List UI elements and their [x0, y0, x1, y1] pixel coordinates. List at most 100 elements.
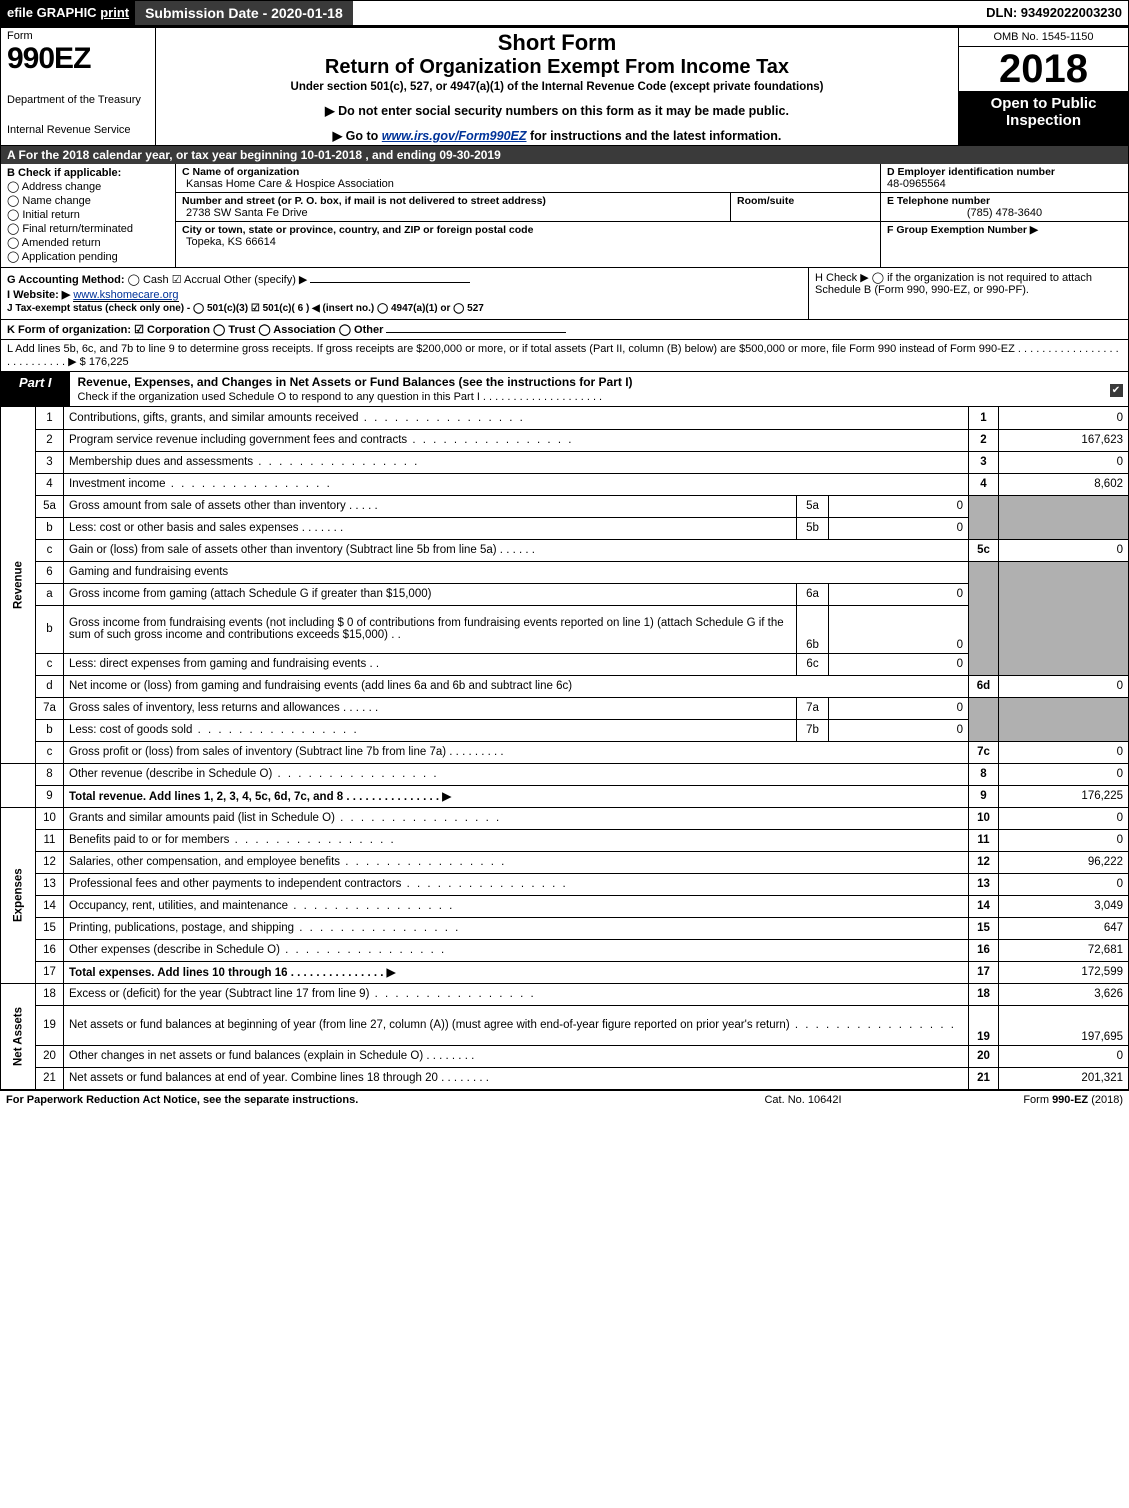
desc-19: Net assets or fund balances at beginning…: [69, 1019, 790, 1031]
rno-13: 13: [969, 873, 999, 895]
part1-check[interactable]: ✔: [1104, 372, 1128, 406]
shade-7: [969, 697, 999, 741]
desc-13: Professional fees and other payments to …: [69, 878, 401, 890]
desc-8: Other revenue (describe in Schedule O): [69, 768, 272, 780]
val-3: 0: [999, 451, 1129, 473]
efile-text: efile GRAPHIC: [7, 5, 97, 20]
k-other-line: [386, 332, 566, 333]
no-18: 18: [36, 983, 64, 1005]
desc-18: Excess or (deficit) for the year (Subtra…: [69, 988, 369, 1000]
no-5c: c: [36, 539, 64, 561]
chk-application-pending[interactable]: ◯ Application pending: [7, 250, 169, 263]
val-20: 0: [999, 1045, 1129, 1067]
chk-address-change[interactable]: ◯ Address change: [7, 180, 169, 193]
no-1: 1: [36, 407, 64, 429]
desc-7a: Gross sales of inventory, less returns a…: [69, 702, 340, 714]
opt-application-pending: Application pending: [22, 251, 118, 263]
no-7a: 7a: [36, 697, 64, 719]
part1-desc: Revenue, Expenses, and Changes in Net As…: [70, 372, 1104, 406]
no-10: 10: [36, 807, 64, 829]
row-15: 15 Printing, publications, postage, and …: [1, 917, 1129, 939]
part1-title: Part I Revenue, Expenses, and Changes in…: [0, 372, 1129, 407]
subval-7a: 0: [829, 697, 969, 719]
goto-prefix: ▶ Go to: [333, 129, 382, 143]
open-inspection: Open to Public Inspection: [959, 91, 1128, 145]
no-5b: b: [36, 517, 64, 539]
desc-21: Net assets or fund balances at end of ye…: [69, 1072, 438, 1084]
row-5c: c Gain or (loss) from sale of assets oth…: [1, 539, 1129, 561]
topbar: efile GRAPHIC print Submission Date - 20…: [0, 0, 1129, 26]
gij-left: G Accounting Method: ◯ Cash ☑ Accrual Ot…: [1, 268, 808, 319]
no-15: 15: [36, 917, 64, 939]
form-number: 990EZ: [7, 42, 149, 76]
dln: DLN: 93492022003230: [980, 1, 1128, 25]
dept-irs: Internal Revenue Service: [7, 124, 149, 136]
part1-table: Revenue 1 Contributions, gifts, grants, …: [0, 407, 1129, 1090]
sub-6b: 6b: [797, 605, 829, 653]
rno-18: 18: [969, 983, 999, 1005]
d-value: 48-0965564: [887, 178, 1122, 190]
g-accounting: G Accounting Method: ◯ Cash ☑ Accrual Ot…: [7, 273, 802, 286]
irs-link[interactable]: www.irs.gov/Form990EZ: [382, 129, 527, 143]
desc-15: Printing, publications, postage, and shi…: [69, 922, 294, 934]
print-link[interactable]: print: [100, 5, 129, 20]
chk-final-return[interactable]: ◯ Final return/terminated: [7, 222, 169, 235]
section-c: C Name of organization Kansas Home Care …: [176, 164, 880, 267]
desc-5b: Less: cost or other basis and sales expe…: [69, 522, 299, 534]
e-label: E Telephone number: [887, 195, 1122, 207]
section-b: B Check if applicable: ◯ Address change …: [1, 164, 176, 267]
f-group: F Group Exemption Number ▶: [881, 222, 1128, 267]
desc-5c: Gain or (loss) from sale of assets other…: [69, 544, 497, 556]
h-text[interactable]: H Check ▶ ◯ if the organization is not r…: [815, 271, 1122, 296]
shade-7v: [999, 697, 1129, 741]
header-center: Short Form Return of Organization Exempt…: [156, 28, 958, 145]
shade-5: [969, 495, 999, 539]
g-options[interactable]: ◯ Cash ☑ Accrual Other (specify) ▶: [128, 274, 308, 286]
row-5a: 5a Gross amount from sale of assets othe…: [1, 495, 1129, 517]
rno-17: 17: [969, 961, 999, 983]
website-link[interactable]: www.kshomecare.org: [73, 289, 178, 302]
chk-name-change[interactable]: ◯ Name change: [7, 194, 169, 207]
val-18: 3,626: [999, 983, 1129, 1005]
efile-label: efile GRAPHIC print: [1, 1, 135, 25]
title-goto: ▶ Go to www.irs.gov/Form990EZ for instru…: [164, 128, 950, 143]
row-19: 19 Net assets or fund balances at beginn…: [1, 1005, 1129, 1045]
val-11: 0: [999, 829, 1129, 851]
header-left: Form 990EZ Department of the Treasury In…: [1, 28, 156, 145]
part1-desc-main: Revenue, Expenses, and Changes in Net As…: [78, 375, 633, 389]
c-addr-value: 2738 SW Santa Fe Drive: [186, 207, 724, 219]
val-4: 8,602: [999, 473, 1129, 495]
g-other-line: [310, 282, 470, 283]
title-section: Under section 501(c), 527, or 4947(a)(1)…: [164, 81, 950, 93]
row-17: 17 Total expenses. Add lines 10 through …: [1, 961, 1129, 983]
c-addr-label: Number and street (or P. O. box, if mail…: [182, 195, 724, 207]
j-label[interactable]: J Tax-exempt status (check only one) - ◯…: [7, 303, 484, 314]
k-text: K Form of organization: ☑ Corporation ◯ …: [7, 324, 383, 336]
f-label: F Group Exemption Number ▶: [887, 224, 1122, 236]
no-6c: c: [36, 653, 64, 675]
chk-amended-return[interactable]: ◯ Amended return: [7, 236, 169, 249]
opt-address-change: Address change: [22, 181, 102, 193]
room-label: Room/suite: [737, 195, 874, 207]
desc-6: Gaming and fundraising events: [69, 566, 228, 578]
rno-21: 21: [969, 1067, 999, 1089]
subval-6a: 0: [829, 583, 969, 605]
rno-6d: 6d: [969, 675, 999, 697]
desc-6d: Net income or (loss) from gaming and fun…: [69, 680, 572, 692]
no-5a: 5a: [36, 495, 64, 517]
row-2: 2 Program service revenue including gove…: [1, 429, 1129, 451]
subval-6b: 0: [829, 605, 969, 653]
row-11: 11 Benefits paid to or for members 11 0: [1, 829, 1129, 851]
val-7c: 0: [999, 741, 1129, 763]
k-line[interactable]: K Form of organization: ☑ Corporation ◯ …: [0, 320, 1129, 340]
row-5b: b Less: cost or other basis and sales ex…: [1, 517, 1129, 539]
goto-suffix: for instructions and the latest informat…: [530, 129, 781, 143]
title-return: Return of Organization Exempt From Incom…: [164, 56, 950, 79]
chk-initial-return[interactable]: ◯ Initial return: [7, 208, 169, 221]
row-1: Revenue 1 Contributions, gifts, grants, …: [1, 407, 1129, 429]
d-ein: D Employer identification number 48-0965…: [881, 164, 1128, 193]
j-tax-status: J Tax-exempt status (check only one) - ◯…: [7, 303, 802, 314]
val-13: 0: [999, 873, 1129, 895]
desc-11: Benefits paid to or for members: [69, 834, 229, 846]
row-21: 21 Net assets or fund balances at end of…: [1, 1067, 1129, 1089]
